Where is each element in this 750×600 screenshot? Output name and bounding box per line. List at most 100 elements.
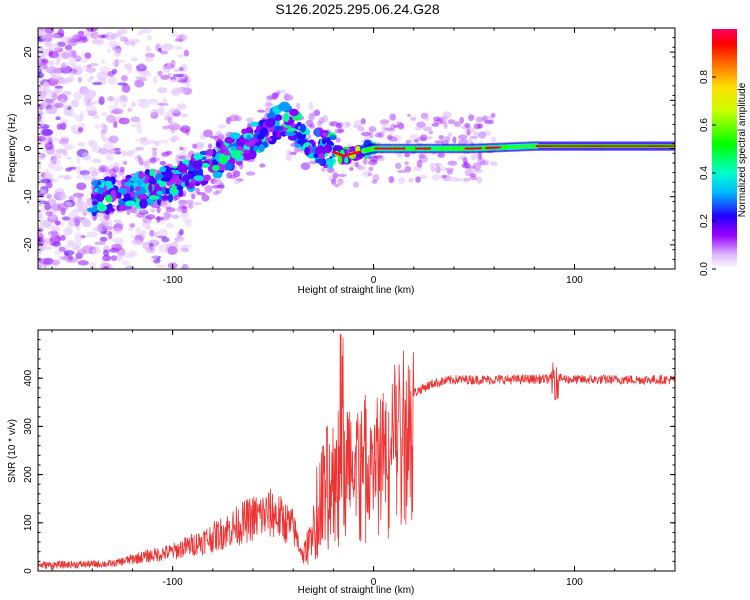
spectrogram-noise-cell — [179, 146, 184, 151]
spectrogram-noise-cell — [420, 112, 429, 120]
spectrogram-noise-cell — [182, 147, 188, 153]
spectrogram-noise-cell — [158, 228, 168, 237]
colorbar-tick-label: 0.8 — [699, 70, 710, 84]
snr-x-tick-label: -100 — [163, 577, 183, 588]
spectrogram-noise-cell — [130, 57, 139, 62]
spectrogram-noise-cell — [60, 196, 66, 201]
spectrogram-signal-cell — [258, 144, 265, 153]
spectrogram-signal-cell — [288, 134, 295, 140]
spectrogram-signal-cell — [321, 138, 327, 145]
spectrogram-signal-cell — [206, 148, 214, 156]
spectrogram-noise-cell — [362, 157, 368, 165]
spectrogram-signal-cell — [272, 129, 278, 138]
spectrogram-noise-cell — [122, 161, 128, 165]
spectrogram-noise-cell — [38, 114, 42, 123]
spectrogram-noise-cell — [129, 223, 136, 228]
spectrogram-noise-cell — [416, 159, 423, 168]
spectrogram-noise-cell — [409, 134, 419, 140]
spectrogram-noise-cell — [424, 117, 430, 121]
spectrogram-noise-cell — [346, 143, 352, 148]
spectrogram-signal-cell — [148, 177, 157, 185]
snr-series-line — [38, 334, 675, 570]
spectrogram-noise-cell — [41, 58, 49, 64]
spectrogram-noise-cell — [104, 31, 115, 41]
spectrogram-noise-cell — [61, 52, 71, 59]
spectrogram-signal-cell — [317, 145, 324, 151]
spectrogram-noise-cell — [66, 113, 77, 118]
spectrogram-noise-cell — [148, 99, 159, 105]
spectrogram-noise-cell — [46, 89, 54, 98]
spectrogram-noise-cell — [345, 122, 351, 127]
spectrogram-signal-cell — [292, 116, 301, 121]
spectrogram-noise-cell — [352, 124, 362, 129]
spectrogram-noise-cell — [388, 136, 398, 142]
spectrogram-signal-cell — [314, 158, 326, 164]
snr-panel: -100 0 100 0 100 200 300 400 Height of straigh… — [7, 329, 676, 596]
spectrogram-signal-cell — [86, 207, 98, 213]
spectrogram-noise-cell — [428, 130, 434, 135]
spectrogram-noise-cell — [373, 155, 383, 159]
spectrogram-noise-cell — [54, 85, 64, 89]
spectrogram-signal-cell — [148, 195, 160, 200]
spectrogram-noise-cell — [472, 162, 482, 171]
spectrogram-signal-cell — [149, 168, 155, 178]
spectrogram-noise-cell — [42, 246, 53, 250]
spectrogram-noise-cell — [226, 172, 233, 179]
spectrogram-noise-cell — [406, 113, 412, 118]
spectrogram-noise-cell — [116, 253, 123, 262]
spectrogram-noise-cell — [177, 103, 187, 110]
spectrogram-noise-cell — [140, 229, 147, 237]
spectrogram-noise-cell — [137, 98, 149, 103]
spectrogram-noise-cell — [80, 57, 89, 63]
spectrogram-signal-cell — [118, 204, 128, 212]
spectrogram-noise-cell — [44, 142, 54, 151]
spectrogram-noise-cell — [308, 101, 314, 110]
spectrogram-signal-cell — [230, 146, 237, 152]
spectrogram-noise-cell — [113, 121, 118, 128]
spectrogram-noise-cell — [465, 127, 476, 134]
spectrogram-signal-cell — [273, 125, 284, 131]
spectrogram-noise-cell — [57, 80, 70, 85]
spectrogram-noise-cell — [442, 136, 447, 141]
spectrogram-signal-cell — [124, 181, 134, 187]
spectrogram-noise-cell — [173, 45, 183, 51]
spectrogram-noise-cell — [73, 91, 84, 100]
spectrogram-noise-cell — [71, 99, 80, 108]
spectrogram-noise-cell — [157, 87, 168, 94]
spectrogram-signal-cell — [199, 150, 209, 156]
spectrogram-x-tick-label: -100 — [163, 275, 183, 286]
spectrogram-noise-cell — [122, 103, 127, 108]
spectrogram-noise-cell — [130, 234, 137, 239]
spectrogram-noise-cell — [55, 116, 61, 121]
spectrogram-noise-cell — [48, 51, 59, 59]
spectrogram-noise-cell — [136, 125, 142, 134]
spectrogram-noise-cell — [180, 154, 188, 161]
spectrogram-noise-cell — [112, 60, 120, 67]
spectrogram-noise-cell — [86, 78, 93, 83]
colorbar: 0.0 0.2 0.4 0.6 0.8 Normalized spectral ampl… — [699, 29, 748, 276]
spectrogram-noise-cell — [167, 246, 178, 255]
spectrogram-noise-cell — [107, 70, 116, 77]
spectrogram-noise-cell — [470, 153, 479, 161]
spectrogram-noise-cell — [475, 116, 484, 123]
spectrogram-noise-cell — [121, 83, 131, 93]
spectrogram-noise-cell — [150, 208, 156, 213]
snr-y-axis-label: SNR (10 * v/v) — [7, 419, 18, 483]
spectrogram-noise-cell — [107, 149, 120, 154]
spectrogram-noise-cell — [63, 249, 75, 256]
spectrogram-noise-cell — [395, 162, 402, 170]
spectrogram-signal-cell — [265, 117, 276, 128]
spectrogram-signal-cell — [171, 183, 176, 194]
spectrogram-noise-cell — [296, 102, 301, 110]
spectrogram-noise-cell — [175, 154, 180, 163]
spectrogram-noise-cell — [106, 48, 112, 54]
spectrogram-signal-cell — [259, 127, 269, 137]
spectrogram-noise-cell — [459, 116, 464, 124]
spectrogram-noise-cell — [38, 119, 45, 129]
spectrogram-noise-cell — [361, 131, 371, 137]
spectrogram-noise-cell — [74, 232, 83, 242]
spectrogram-noise-cell — [430, 166, 436, 173]
spectrogram-noise-cell — [447, 160, 458, 166]
spectrogram-noise-cell — [135, 226, 141, 235]
spectrogram-noise-cell — [51, 92, 58, 101]
